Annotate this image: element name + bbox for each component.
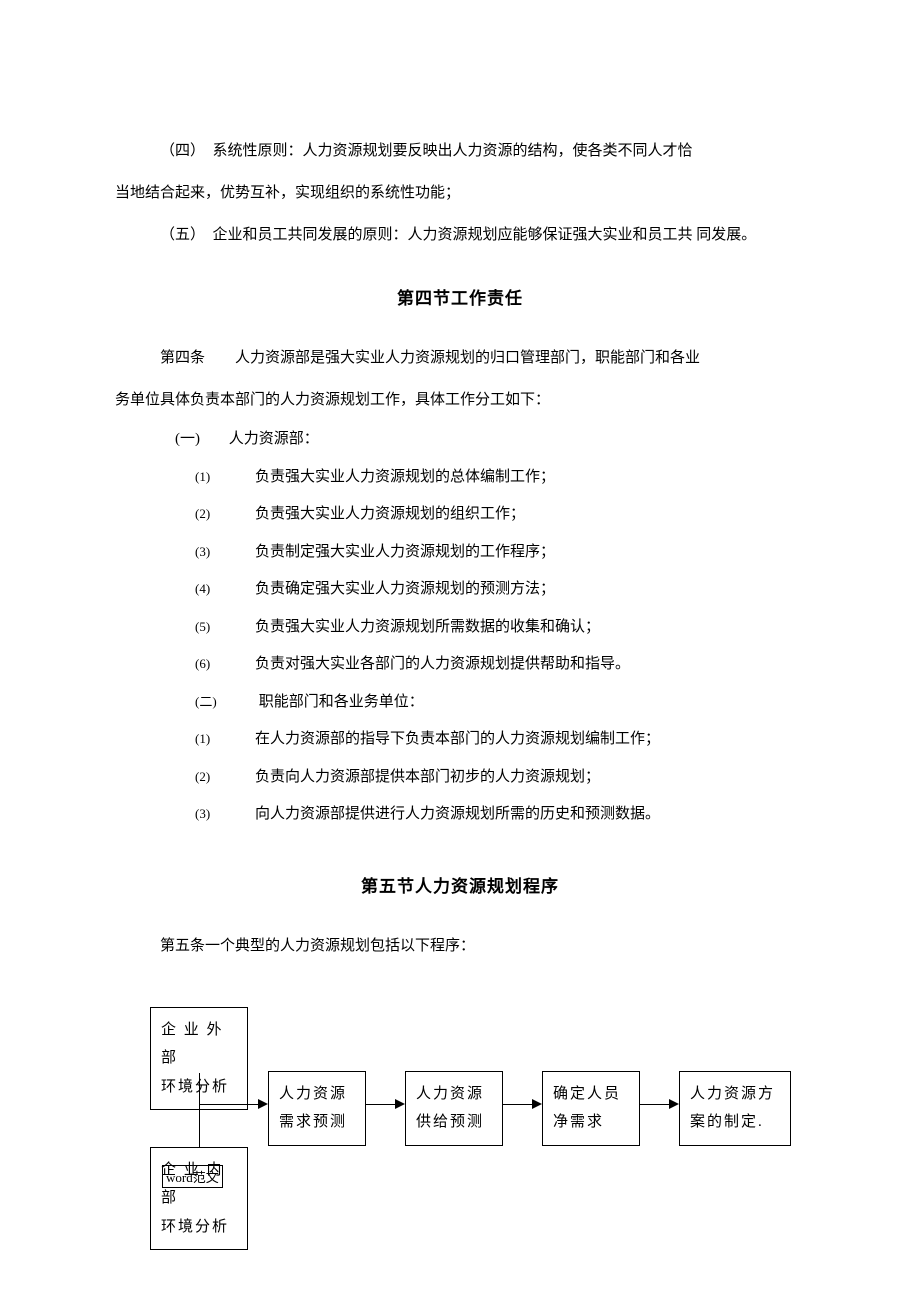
article-5: 第五条一个典型的人力资源规划包括以下程序： [115, 925, 805, 967]
subheading-1-num: (一) [175, 421, 225, 459]
list-item-text: 负责向人力资源部提供本部门初步的人力资源规划； [255, 769, 600, 785]
list-item: (2)负责向人力资源部提供本部门初步的人力资源规划； [115, 759, 805, 797]
flowchart-connector [199, 1073, 200, 1147]
arrow-right-icon [669, 1099, 679, 1109]
flowchart: 企 业 外 部环境分析企 业 内 部环境分析人力资源需求预测人力资源供给预测确定… [150, 1007, 805, 1237]
paragraph-4b: 当地结合起来，优势互补，实现组织的系统性功能； [115, 172, 805, 214]
flowchart-box-int: 企 业 内 部环境分析 [150, 1147, 248, 1251]
subheading-1: (一) 人力资源部： [115, 421, 805, 459]
flowchart-box-line1: 人力资源 [279, 1080, 355, 1109]
flowchart-box-line2: 需求预测 [279, 1108, 355, 1137]
footer-watermark: word范文 [162, 1165, 223, 1188]
flowchart-box-net: 确定人员净需求 [542, 1071, 640, 1146]
list-item-text: 在人力资源部的指导下负责本部门的人力资源规划编制工作； [255, 731, 660, 747]
section-5-title: 第五节人力资源规划程序 [115, 872, 805, 897]
list-item-text: 负责强大实业人力资源规划的总体编制工作； [255, 469, 555, 485]
document-page: （四） 系统性原则：人力资源规划要反映出人力资源的结构，使各类不同人才恰 当地结… [0, 0, 920, 1237]
paragraph-5: （五） 企业和员工共同发展的原则：人力资源规划应能够保证强大实业和员工共 同发展… [115, 214, 805, 256]
flowchart-box-line2: 案的制定. [690, 1108, 780, 1137]
flowchart-connector [199, 1104, 259, 1105]
subheading-2-num: (二) [195, 686, 255, 719]
list-item-text: 负责对强大实业各部门的人力资源规划提供帮助和指导。 [255, 656, 630, 672]
list-item-num: (6) [195, 648, 255, 681]
list-item: (3)负责制定强大实业人力资源规划的工作程序； [115, 534, 805, 572]
paragraph-4: （四） 系统性原则：人力资源规划要反映出人力资源的结构，使各类不同人才恰 [115, 130, 805, 172]
flowchart-box-supply: 人力资源供给预测 [405, 1071, 503, 1146]
list-item-num: (1) [195, 461, 255, 494]
list-item: (3)向人力资源部提供进行人力资源规划所需的历史和预测数据。 [115, 796, 805, 834]
list-item-num: (5) [195, 611, 255, 644]
list-item: (4)负责确定强大实业人力资源规划的预测方法； [115, 571, 805, 609]
list-item-num: (2) [195, 498, 255, 531]
list-item-num: (1) [195, 723, 255, 756]
article-4: 第四条 人力资源部是强大实业人力资源规划的归口管理部门，职能部门和各业 [115, 337, 805, 379]
article-4b: 务单位具体负责本部门的人力资源规划工作，具体工作分工如下： [115, 379, 805, 421]
list-item-text: 负责制定强大实业人力资源规划的工作程序； [255, 544, 555, 560]
flowchart-box-demand: 人力资源需求预测 [268, 1071, 366, 1146]
flowchart-box-line2: 净需求 [553, 1108, 629, 1137]
flowchart-box-plan: 人力资源方案的制定. [679, 1071, 791, 1146]
subheading-2-text: 职能部门和各业务单位： [259, 694, 424, 710]
list-item: (1)负责强大实业人力资源规划的总体编制工作； [115, 459, 805, 497]
flowchart-connector [640, 1104, 670, 1105]
subheading-1-text: 人力资源部： [229, 431, 319, 447]
flowchart-box-line1: 确定人员 [553, 1080, 629, 1109]
list-item-text: 向人力资源部提供进行人力资源规划所需的历史和预测数据。 [255, 806, 660, 822]
list-2: (1)在人力资源部的指导下负责本部门的人力资源规划编制工作；(2)负责向人力资源… [115, 721, 805, 834]
list-item-num: (4) [195, 573, 255, 606]
list-item-num: (3) [195, 798, 255, 831]
list-item-text: 负责确定强大实业人力资源规划的预测方法； [255, 581, 555, 597]
flowchart-box-line2: 供给预测 [416, 1108, 492, 1137]
arrow-right-icon [258, 1099, 268, 1109]
list-item-text: 负责强大实业人力资源规划的组织工作； [255, 506, 525, 522]
flowchart-box-line2: 环境分析 [161, 1213, 237, 1242]
list-item: (2)负责强大实业人力资源规划的组织工作； [115, 496, 805, 534]
flowchart-box-line1: 人力资源方 [690, 1080, 780, 1109]
flowchart-box-line1: 人力资源 [416, 1080, 492, 1109]
flowchart-box-line1: 企 业 外 部 [161, 1016, 237, 1073]
list-item: (6)负责对强大实业各部门的人力资源规划提供帮助和指导。 [115, 646, 805, 684]
list-item-text: 负责强大实业人力资源规划所需数据的收集和确认； [255, 619, 600, 635]
subheading-2: (二) 职能部门和各业务单位： [115, 684, 805, 722]
list-1: (1)负责强大实业人力资源规划的总体编制工作；(2)负责强大实业人力资源规划的组… [115, 459, 805, 684]
arrow-right-icon [532, 1099, 542, 1109]
arrow-right-icon [395, 1099, 405, 1109]
flowchart-connector [503, 1104, 533, 1105]
list-item: (1)在人力资源部的指导下负责本部门的人力资源规划编制工作； [115, 721, 805, 759]
list-item-num: (2) [195, 761, 255, 794]
section-4-title: 第四节工作责任 [115, 284, 805, 309]
flowchart-connector [366, 1104, 396, 1105]
list-item: (5)负责强大实业人力资源规划所需数据的收集和确认； [115, 609, 805, 647]
list-item-num: (3) [195, 536, 255, 569]
